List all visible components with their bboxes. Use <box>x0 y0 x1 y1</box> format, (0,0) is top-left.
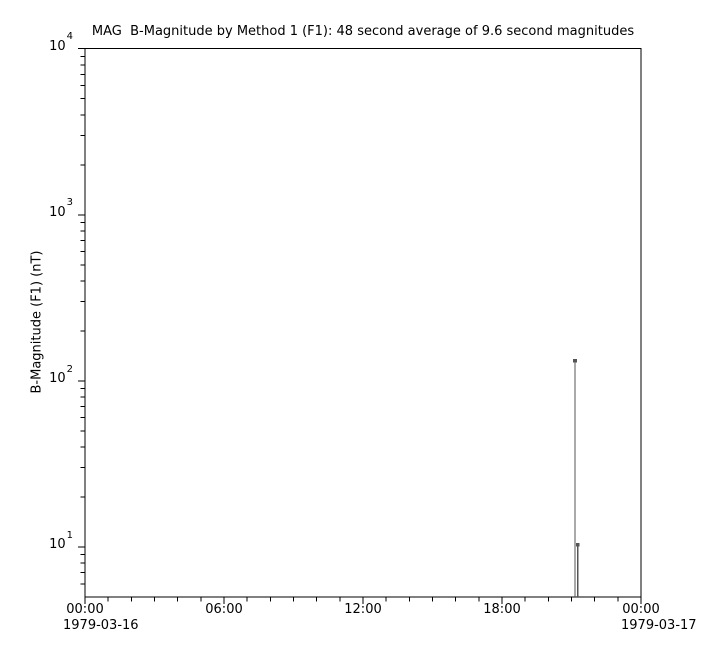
plot-frame <box>84 48 642 598</box>
y-tick-label: 103 <box>49 197 73 220</box>
y-tick-label: 104 <box>49 31 73 54</box>
x-tick-label: 00:00 <box>622 602 660 617</box>
data-marker <box>573 359 577 363</box>
y-tick-label: 101 <box>49 529 73 552</box>
x-tick-label: 06:00 <box>205 602 243 617</box>
y-tick-label: 102 <box>49 363 73 386</box>
x-axis-date-start: 1979-03-16 <box>63 618 139 633</box>
data-marker <box>575 543 580 547</box>
x-tick-label: 12:00 <box>344 602 382 617</box>
x-tick-label: 18:00 <box>483 602 521 617</box>
x-tick-label: 00:00 <box>66 602 104 617</box>
chart-title: MAG B-Magnitude by Method 1 (F1): 48 sec… <box>91 24 635 39</box>
x-axis-date-end: 1979-03-17 <box>621 618 697 633</box>
